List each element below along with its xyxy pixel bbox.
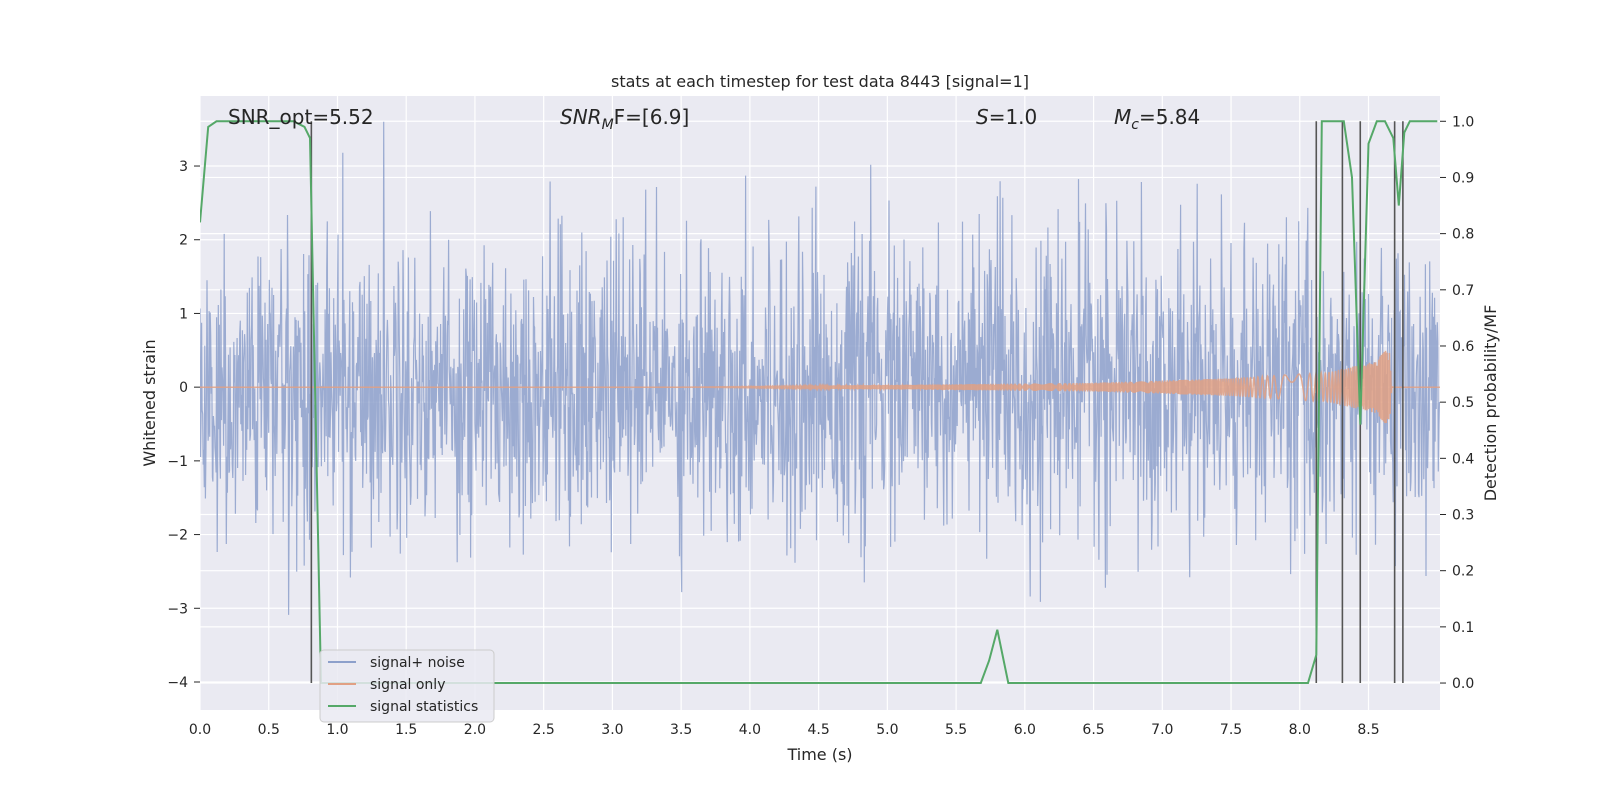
y-tick-label: −4 bbox=[167, 675, 188, 691]
x-tick-label: 5.5 bbox=[945, 722, 967, 738]
annotation-s: S=1.0 bbox=[976, 105, 1037, 129]
x-tick-label: 2.0 bbox=[464, 722, 486, 738]
y2-tick-label: 0.7 bbox=[1452, 283, 1474, 299]
y2-tick-label: 0.0 bbox=[1452, 676, 1474, 692]
y2-tick-label: 0.6 bbox=[1452, 339, 1474, 355]
annotation-s-tail: =1.0 bbox=[989, 105, 1038, 129]
annotation-mc-main: M bbox=[1114, 105, 1131, 129]
x-tick-label: 8.0 bbox=[1289, 722, 1311, 738]
annotation-mc-sub: c bbox=[1131, 117, 1139, 133]
y2-tick-label: 0.5 bbox=[1452, 395, 1474, 411]
x-tick-label: 8.5 bbox=[1357, 722, 1379, 738]
legend-label-signal-only: signal only bbox=[370, 677, 445, 693]
x-tick-label: 4.0 bbox=[739, 722, 761, 738]
y-tick-label: −1 bbox=[167, 454, 188, 470]
y2-tick-label: 0.4 bbox=[1452, 451, 1474, 467]
legend-label-signal-noise: signal+ noise bbox=[370, 655, 465, 671]
y-tick-label: 0 bbox=[179, 380, 188, 396]
y-tick-label: −3 bbox=[167, 601, 188, 617]
x-axis-label: Time (s) bbox=[786, 745, 852, 764]
series-signal-noise bbox=[200, 121, 1440, 615]
y-tick-label: 2 bbox=[179, 233, 188, 249]
y2-axis-label: Detection probability/MF bbox=[1481, 305, 1500, 502]
y2-tick-label: 1.0 bbox=[1452, 114, 1474, 130]
y-tick-label: 3 bbox=[179, 159, 188, 175]
y-tick-label: 1 bbox=[179, 306, 188, 322]
annotation-snr-mf-sub: M bbox=[602, 117, 614, 133]
y2-tick-label: 0.3 bbox=[1452, 508, 1474, 524]
annotation-s-main: S bbox=[976, 105, 989, 129]
legend-label-signal-statistics: signal statistics bbox=[370, 699, 478, 715]
x-tick-label: 0.0 bbox=[189, 722, 211, 738]
legend-box bbox=[319, 649, 495, 723]
legend: signal+ noise signal only signal statist… bbox=[319, 649, 495, 723]
x-tick-label: 1.0 bbox=[326, 722, 348, 738]
x-tick-label: 0.5 bbox=[258, 722, 280, 738]
series-signal-only bbox=[200, 350, 1440, 424]
series-layer bbox=[200, 120, 1440, 684]
x-axis-ticks: 0.0 0.5 1.0 1.5 2.0 2.5 3.0 3.5 4.0 4.5 5.0 5.5 6.0 6… bbox=[189, 722, 1380, 738]
x-tick-label: 5.0 bbox=[876, 722, 898, 738]
x-tick-label: 4.5 bbox=[807, 722, 829, 738]
x-tick-label: 7.5 bbox=[1220, 722, 1242, 738]
y2-tick-label: 0.9 bbox=[1452, 170, 1474, 186]
y-axis-left-ticks: 3 2 1 0 −1 −2 −3 −4 bbox=[167, 159, 200, 691]
annotation-mc: Mc=5.84 bbox=[1114, 105, 1200, 133]
x-tick-label: 1.5 bbox=[395, 722, 417, 738]
series-signal-statistics bbox=[200, 120, 1438, 684]
y2-tick-label: 0.1 bbox=[1452, 620, 1474, 636]
x-tick-label: 6.0 bbox=[1014, 722, 1036, 738]
annotation-snr-mf-main: SNR bbox=[560, 105, 602, 129]
annotation-snr-opt: SNR_opt=5.52 bbox=[228, 105, 374, 129]
y-tick-label: −2 bbox=[167, 528, 188, 544]
annotation-snr-mf: SNRMF=[6.9] bbox=[560, 105, 689, 133]
annotation-mc-tail: =5.84 bbox=[1139, 105, 1200, 129]
x-tick-label: 3.0 bbox=[601, 722, 623, 738]
x-tick-label: 7.0 bbox=[1151, 722, 1173, 738]
x-tick-label: 6.5 bbox=[1082, 722, 1104, 738]
y-axis-right-ticks: 1.0 0.9 0.8 0.7 0.6 0.5 0.4 0.3 0.2 0.1 0.0 bbox=[1440, 114, 1474, 692]
x-tick-label: 3.5 bbox=[670, 722, 692, 738]
x-tick-label: 2.5 bbox=[533, 722, 555, 738]
annotation-snr-mf-tail: F=[6.9] bbox=[614, 105, 690, 129]
y-axis-label: Whitened strain bbox=[140, 339, 159, 466]
y2-tick-label: 0.8 bbox=[1452, 227, 1474, 243]
chart-title: stats at each timestep for test data 844… bbox=[611, 72, 1029, 91]
y2-tick-label: 0.2 bbox=[1452, 564, 1474, 580]
